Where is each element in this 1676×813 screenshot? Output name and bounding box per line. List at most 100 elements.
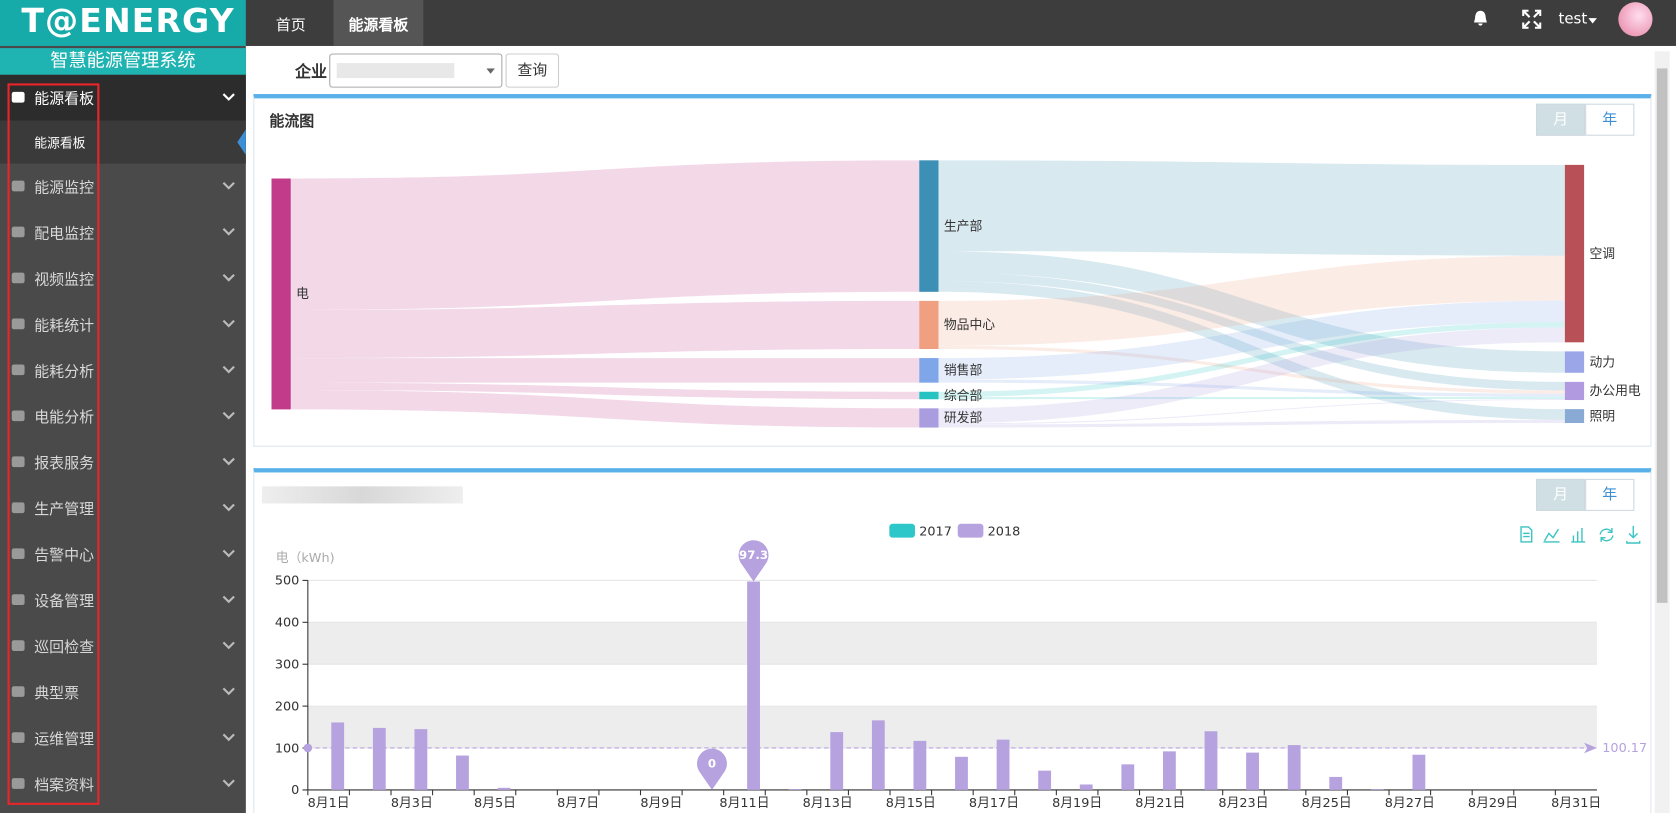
logo-bar: T@ENERGY [0, 0, 246, 46]
x-tick-label: 8月13日 [803, 796, 853, 811]
node-label: 动力 [1589, 355, 1615, 370]
grid-band [307, 706, 1597, 749]
menu-item[interactable]: 能源看板 [0, 74, 246, 121]
y-tick-label: 400 [275, 616, 299, 631]
flow-link [290, 358, 920, 383]
flow-link [290, 382, 920, 400]
x-tick-label: 8月23日 [1218, 796, 1268, 811]
menu-item[interactable]: 能耗分析 [0, 347, 246, 393]
menu-icon [11, 594, 25, 605]
toolbox[interactable] [1520, 525, 1641, 544]
highlight-box [7, 83, 100, 805]
sub-menu-item[interactable]: 能源看板 [0, 120, 246, 164]
flow-node [1564, 351, 1585, 373]
menu-item[interactable]: 能耗统计 [0, 301, 246, 347]
bar [747, 581, 760, 790]
bar [1246, 752, 1259, 790]
toggle-year[interactable]: 年 [1585, 103, 1635, 136]
menu-item[interactable]: 设备管理 [0, 577, 246, 623]
nav-tab[interactable]: 首页 [275, 17, 306, 35]
fullscreen-icon[interactable] [1522, 9, 1542, 29]
menu-label: 巡回检查 [34, 639, 95, 657]
toggle-month[interactable]: 月 [1536, 478, 1586, 511]
bar [996, 739, 1010, 790]
nav-tab-active[interactable]: 能源看板 [333, 0, 424, 46]
menu-icon [11, 226, 25, 238]
menu-item[interactable]: 告警中心 [0, 531, 246, 577]
menu-item[interactable]: 电能分析 [0, 393, 246, 439]
toggle-year[interactable]: 年 [1585, 478, 1635, 511]
x-tick-label: 8月29日 [1468, 796, 1518, 811]
chevron-path [222, 273, 235, 282]
chevron [222, 273, 235, 282]
tool-line[interactable] [1543, 528, 1560, 543]
tool-bar[interactable] [1571, 528, 1586, 543]
blurred-title [261, 486, 463, 504]
x-tick-label: 8月27日 [1385, 796, 1435, 811]
links [290, 160, 1565, 428]
menu-item[interactable]: 报表服务 [0, 439, 246, 485]
mark-pin-label: 0 [708, 756, 716, 770]
toggle-month[interactable]: 月 [1536, 103, 1586, 136]
x-tick-label: 8月17日 [969, 796, 1019, 811]
bar [1121, 764, 1135, 790]
menu-item[interactable]: 视频监控 [0, 255, 246, 301]
flow-panel [253, 94, 1652, 447]
flow-link [938, 396, 1565, 400]
active-marker [237, 129, 246, 155]
flow-link [938, 251, 1565, 373]
chevron-path [222, 503, 235, 512]
flow-node [919, 358, 939, 383]
menu-item[interactable]: 能源监控 [0, 164, 246, 210]
chevron [222, 595, 235, 604]
flow-link [938, 419, 1565, 428]
flow-link [938, 272, 1565, 391]
y-tick-label: 0 [291, 783, 299, 798]
bar [1329, 776, 1343, 790]
flow-link [938, 300, 1565, 380]
x-tick-label: 8月3日 [391, 796, 433, 811]
menu-item[interactable]: 生产管理 [0, 485, 246, 531]
bar [1038, 770, 1052, 790]
chevron [222, 779, 235, 788]
avatar[interactable] [1618, 2, 1653, 37]
tool-save[interactable] [1626, 525, 1641, 544]
x-tick-label: 8月19日 [1052, 796, 1102, 811]
bell-icon[interactable] [1471, 9, 1490, 28]
menu-label: 运维管理 [34, 731, 95, 749]
menu-label: 档案资料 [34, 777, 95, 795]
menu-label: 典型票 [34, 685, 80, 703]
menu-label: 能源监控 [34, 179, 95, 197]
menu-item[interactable]: 运维管理 [0, 715, 246, 761]
menu-item[interactable]: 配电监控 [0, 210, 246, 256]
average-start [303, 743, 313, 753]
user-name[interactable]: test [1558, 10, 1588, 28]
menu-label: 生产管理 [34, 501, 95, 519]
flow-link [938, 398, 1565, 425]
flow-node [919, 408, 939, 428]
menu-item[interactable]: 档案资料 [0, 761, 246, 807]
menu-item[interactable]: 巡回检查 [0, 623, 246, 669]
chevron-path [222, 227, 235, 236]
menu-label: 配电监控 [34, 225, 95, 243]
flow-link [290, 390, 920, 428]
average-label: 100.17 [1602, 741, 1647, 756]
menu-item[interactable]: 典型票 [0, 669, 246, 715]
tool-data-view[interactable] [1520, 526, 1533, 543]
flow-node [919, 160, 939, 292]
menu-label: 电能分析 [34, 409, 95, 427]
y-tick-label: 200 [275, 699, 299, 714]
node-label: 物品中心 [944, 318, 995, 333]
chevron [222, 365, 235, 374]
tool-restore[interactable] [1599, 528, 1614, 542]
flow-node [1564, 381, 1585, 401]
company-select[interactable] [329, 53, 503, 88]
menu-icon [11, 364, 25, 376]
query-button[interactable]: 查询 [505, 53, 560, 88]
panel-title: 能流图 [269, 113, 315, 131]
chevron [222, 687, 235, 696]
top-bar: 首页 能源看板 test [245, 0, 1676, 46]
chevron-path [222, 549, 235, 558]
menu-label: 告警中心 [34, 547, 95, 565]
